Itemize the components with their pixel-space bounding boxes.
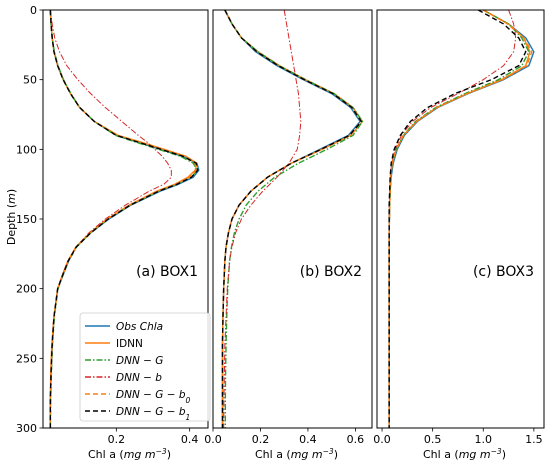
legend-label-dnn-g-b1: DNN − G − b1 xyxy=(116,406,190,422)
panel-3: 0.0 0.5 1.0 1.5 Chl a (mg m−3) (c) BOX3 xyxy=(373,9,545,462)
series-line-dnn-g xyxy=(388,10,530,428)
x-axis-label: Chl a (mg m−3) xyxy=(255,447,338,462)
series-lines xyxy=(388,10,535,428)
legend-frame xyxy=(79,312,211,422)
y-tick-label: 200 xyxy=(16,283,37,296)
x-tick-label: 0.4 xyxy=(299,433,317,446)
x-tick-label: 0.0 xyxy=(204,433,222,446)
legend-label-obs: Obs Chla xyxy=(116,321,163,333)
y-tick-label: 0 xyxy=(30,4,37,17)
series-line-dnn-g xyxy=(224,10,364,428)
x-axis-label: Chl a (mg m−3) xyxy=(88,447,171,462)
x-tick-label: 0.2 xyxy=(252,433,270,446)
panel-annotation: (b) BOX2 xyxy=(300,264,362,280)
x-tick-label: 0.6 xyxy=(347,433,365,446)
x-tick-label: 0.2 xyxy=(108,433,126,446)
y-tick-label: 250 xyxy=(16,352,37,365)
legend-label-idnn: IDNN xyxy=(116,338,143,350)
x-tick-label: 0.5 xyxy=(424,433,442,446)
y-tick-label: 300 xyxy=(16,422,37,435)
panel-2: 0.0 0.2 0.4 0.6 Chl a (mg m−3) (b) BOX2 xyxy=(204,9,373,462)
y-tick-label: 50 xyxy=(23,74,37,87)
x-axis-label: Chl a (mg m−3) xyxy=(423,447,506,462)
y-axis-ticks: 0 50 100 150 200 250 300 xyxy=(16,4,43,435)
x-tick-label: 1.0 xyxy=(475,433,493,446)
series-lines xyxy=(221,10,364,428)
series-line-dnn-g-b1 xyxy=(221,10,363,428)
series-line-dnn-g-b1 xyxy=(49,10,199,428)
series-line-dnn-b xyxy=(388,10,517,428)
legend: Obs Chla IDNN DNN − G DNN − b DNN − G − b0DN… xyxy=(79,312,211,422)
series-line-obs xyxy=(388,10,535,428)
y-axis-label: Depth (m) xyxy=(5,189,18,245)
legend-label-dnn-g-b0: DNN − G − b0 xyxy=(116,389,191,405)
panel-annotation: (a) BOX1 xyxy=(136,264,198,280)
series-lines xyxy=(49,10,200,428)
series-line-dnn-g-b0 xyxy=(388,10,533,428)
series-line-dnn-b xyxy=(223,10,302,428)
x-tick-label: 1.5 xyxy=(525,433,543,446)
series-line-dnn-g-b1 xyxy=(388,10,527,428)
x-tick-label: 0.4 xyxy=(181,433,199,446)
panel-1: 0.2 0.4 Chl a (mg m−3) (a) BOX1 xyxy=(42,9,209,462)
legend-label-dnn-g: DNN − G xyxy=(116,355,163,367)
y-tick-label: 100 xyxy=(16,143,37,156)
x-tick-label: 0.0 xyxy=(373,433,391,446)
panel-frame xyxy=(376,9,545,429)
panel-annotation: (c) BOX3 xyxy=(473,264,534,280)
panel-frame xyxy=(212,9,373,429)
y-tick-label: 150 xyxy=(16,213,37,226)
legend-label-dnn-b: DNN − b xyxy=(116,372,162,384)
